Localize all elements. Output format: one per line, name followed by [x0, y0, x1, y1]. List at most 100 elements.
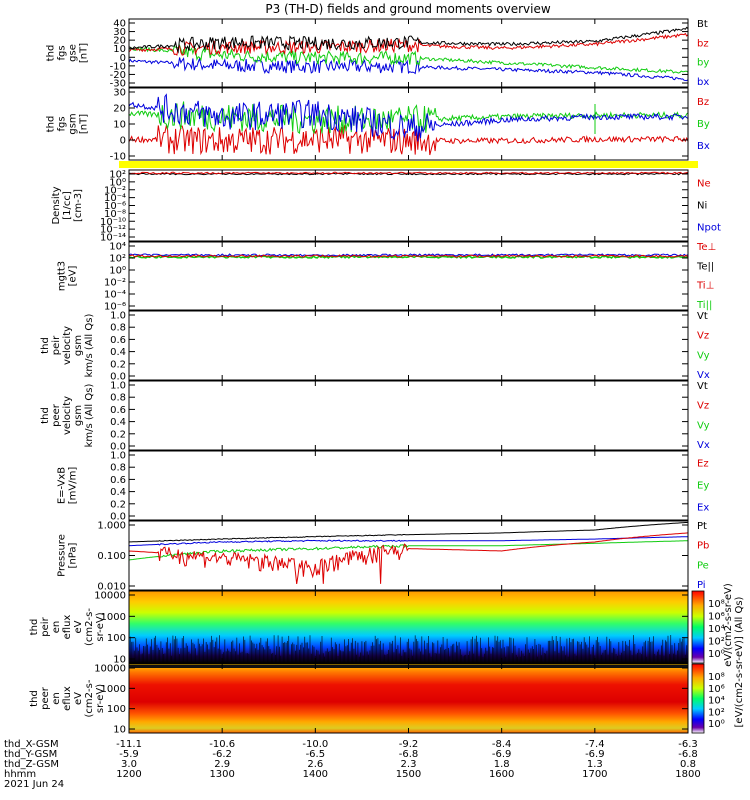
series-line-Pi: [128, 536, 688, 547]
y-tick-label: -30: [110, 79, 126, 90]
y-tick-label: 10⁻⁸: [104, 209, 126, 220]
legend-entry: Te⊥: [696, 242, 716, 253]
x-axis-value: 0.8: [680, 759, 696, 770]
x-axis-value: 2.9: [214, 759, 230, 770]
x-axis-value: 2.6: [307, 759, 323, 770]
x-axis-labels: thd_X-GSM -11.1 -10.6 -10.0 -9.2 -8.4 -7.4 -6.3…: [4, 739, 701, 790]
x-axis-row-label: hhmm: [4, 769, 36, 780]
y-tick-label: 0.100: [97, 551, 126, 562]
y-tick-label: 0.0: [110, 442, 126, 453]
y-tick-label: 10⁻⁴: [104, 193, 126, 204]
y-axis-label: Density: [51, 186, 62, 224]
panel-frame: [128, 169, 689, 242]
legend-entry: bx: [697, 77, 709, 88]
electron-spectrogram: [129, 664, 688, 733]
flag-bar: [119, 161, 698, 168]
y-axis-label: thd: [29, 619, 40, 636]
legend-entry: Vt: [697, 311, 708, 322]
legend-entry: By: [697, 119, 710, 130]
y-axis-label: [mV/m]: [68, 467, 79, 505]
y-axis-label: peir: [51, 335, 62, 355]
x-axis-value: -6.9: [585, 749, 605, 760]
y-tick-label: 10⁻¹²: [100, 225, 126, 236]
y-tick-label: 0.6: [110, 335, 126, 346]
y-tick-label: 10000: [94, 664, 126, 675]
y-tick-label: 0.4: [110, 347, 126, 358]
series-line-Bt: [128, 26, 689, 54]
x-axis-value: -5.9: [119, 749, 139, 760]
legend-entry: Ti⊥: [696, 281, 714, 292]
y-axis-label: thd: [40, 407, 51, 424]
y-axis-label: [nPa]: [68, 542, 79, 568]
y-axis-label: sr-eV): [95, 612, 106, 641]
y-tick-label: 10⁻²: [104, 278, 126, 289]
x-axis-value: -7.4: [585, 739, 605, 750]
colorbar-label-secondary: eV/(cm2-s-sr-eV): [723, 583, 734, 667]
series-line-bz: [128, 32, 689, 56]
legend-entry: Pb: [697, 541, 709, 552]
y-tick-label: 0.2: [110, 359, 126, 370]
x-axis-value: 1700: [582, 769, 607, 780]
legend-entry: Te||: [696, 261, 714, 272]
y-axis-label: gsm: [73, 335, 84, 356]
legend-entry: Bz: [697, 97, 709, 108]
x-axis-value: -6.9: [492, 749, 512, 760]
colorbar-tick: 10⁰: [708, 649, 725, 660]
y-tick-label: 10⁻¹⁴: [100, 233, 126, 244]
series-line-Bz: [128, 123, 689, 156]
panel-fgs-gsm: 30 20 10 0 -10 thd fgs gsm [nT] Bz By Bx: [46, 87, 710, 163]
y-tick-label: 10⁻⁶: [104, 201, 126, 212]
y-tick-label: 1000: [101, 684, 126, 695]
colorbar-tick: 10⁸: [708, 599, 725, 610]
legend-entry: Vz: [697, 401, 709, 412]
colorbar-tick: 10⁴: [708, 696, 725, 707]
y-tick-label: 40: [113, 19, 126, 30]
y-tick-label: 10: [113, 655, 126, 666]
y-tick-label: 100: [107, 633, 126, 644]
y-axis-label: (cm2-s-: [84, 608, 95, 646]
panel-frame: [128, 18, 689, 88]
y-tick-label: 0.8: [110, 323, 126, 334]
legend-entry: bz: [697, 38, 709, 49]
y-tick-label: 10⁰: [109, 177, 126, 188]
y-axis-label: thd: [29, 690, 40, 707]
y-axis-label: [cm-3]: [73, 189, 84, 222]
y-tick-label: 0.6: [110, 405, 126, 416]
legend-entry: Bt: [697, 19, 708, 30]
colorbar-tick: 10⁶: [708, 612, 725, 623]
y-tick-label: 10⁴: [109, 242, 126, 253]
legend-entry: Pi: [697, 580, 706, 591]
x-axis-value: 1300: [209, 769, 234, 780]
y-axis-label: eV: [73, 692, 84, 705]
y-tick-label: 10: [113, 725, 126, 736]
panel-efield: 1.00.80.60.40.2 0.0 E=-VxB [mV/m] Ez Ey Ex: [57, 450, 709, 523]
colorbar-scale: [691, 590, 705, 664]
panel-peir-eflux: 10000 1000 100 10 thd peir en eflux eV (cm2-s-sr-…: [29, 590, 689, 666]
y-axis-label: fgs: [57, 45, 68, 60]
y-axis-label: [nT]: [79, 114, 90, 134]
x-axis-value: 1600: [489, 769, 514, 780]
legend-entry: Ni: [697, 201, 707, 212]
legend-entry: Ne: [697, 179, 711, 190]
y-axis-label: [nT]: [79, 43, 90, 63]
y-axis-label: sr-eV): [95, 684, 106, 713]
y-tick-label: 10⁻²: [104, 185, 126, 196]
y-tick-label: 30: [113, 27, 126, 38]
legend-entry: Ey: [697, 481, 709, 492]
y-axis-label: Pressure: [57, 534, 68, 577]
y-tick-label: 0: [120, 136, 126, 147]
y-tick-label: 0.010: [97, 582, 126, 593]
y-axis-label: peer: [51, 403, 62, 427]
y-tick-label: 0.0: [110, 512, 126, 523]
y-axis-label: thd: [46, 116, 57, 133]
y-tick-label: 0.2: [110, 499, 126, 510]
y-tick-label: 1.0: [110, 451, 126, 462]
x-axis-value: -11.1: [116, 739, 142, 750]
colorbar-scale: [691, 663, 705, 734]
legend-entry: by: [697, 58, 709, 69]
x-axis-value: 1800: [675, 769, 700, 780]
